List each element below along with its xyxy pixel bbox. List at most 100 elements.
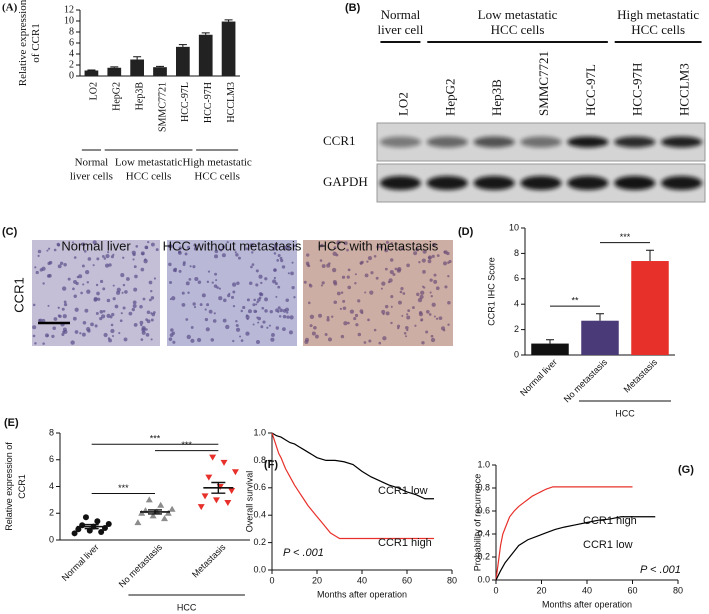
ihc-image bbox=[32, 240, 160, 346]
nucleus bbox=[235, 319, 238, 323]
bar bbox=[84, 70, 99, 76]
nucleus bbox=[96, 291, 100, 296]
nucleus bbox=[70, 340, 75, 345]
nucleus bbox=[95, 283, 99, 287]
nucleus bbox=[133, 287, 138, 292]
nucleus bbox=[273, 276, 277, 280]
y-tick-label: 8 bbox=[49, 427, 54, 437]
nucleus bbox=[428, 256, 431, 260]
nucleus bbox=[116, 290, 121, 295]
nucleus bbox=[231, 282, 237, 287]
nucleus bbox=[392, 272, 396, 277]
nucleus bbox=[56, 242, 60, 247]
x-axis-label: Months after operation bbox=[542, 599, 632, 609]
nucleus bbox=[397, 300, 402, 305]
nucleus bbox=[32, 303, 36, 307]
nucleus bbox=[289, 315, 294, 320]
nucleus bbox=[385, 240, 389, 244]
nucleus bbox=[188, 278, 192, 281]
nucleus bbox=[219, 248, 223, 252]
nucleus bbox=[189, 265, 192, 268]
nucleus bbox=[258, 292, 263, 296]
nucleus bbox=[433, 279, 438, 284]
nucleus bbox=[32, 334, 36, 338]
x-tick-label: 60 bbox=[402, 575, 412, 585]
nucleus bbox=[81, 264, 85, 268]
y-tick-label: 0.2 bbox=[477, 551, 490, 561]
nucleus bbox=[190, 326, 194, 329]
nucleus bbox=[399, 290, 403, 294]
nucleus bbox=[413, 251, 418, 256]
nucleus bbox=[240, 309, 243, 313]
nucleus bbox=[122, 306, 126, 310]
nucleus bbox=[327, 337, 333, 342]
nucleus bbox=[148, 280, 153, 285]
nucleus bbox=[187, 291, 190, 294]
nucleus bbox=[405, 325, 409, 330]
point bbox=[212, 497, 220, 504]
error-bar bbox=[133, 56, 142, 60]
nucleus bbox=[35, 270, 39, 275]
nucleus bbox=[80, 291, 83, 295]
nucleus bbox=[262, 320, 266, 324]
nucleus bbox=[215, 279, 218, 282]
nucleus bbox=[145, 333, 150, 337]
nucleus bbox=[234, 251, 237, 254]
blot-band bbox=[520, 136, 562, 148]
nucleus bbox=[273, 268, 277, 272]
nucleus bbox=[150, 296, 155, 300]
nucleus bbox=[429, 278, 433, 282]
nucleus bbox=[168, 262, 172, 267]
nucleus bbox=[342, 299, 346, 303]
nucleus bbox=[430, 337, 436, 343]
nucleus bbox=[42, 282, 45, 285]
nucleus bbox=[38, 318, 41, 322]
point bbox=[105, 520, 112, 527]
significance-label: *** bbox=[181, 440, 192, 450]
nucleus bbox=[341, 275, 346, 279]
nucleus bbox=[440, 326, 446, 331]
nucleus bbox=[285, 307, 290, 312]
nucleus bbox=[282, 327, 286, 332]
nucleus bbox=[216, 286, 219, 289]
x-axis-label: Months after operation bbox=[317, 589, 407, 599]
point bbox=[231, 469, 239, 476]
nucleus bbox=[121, 291, 124, 294]
nucleus bbox=[218, 296, 223, 301]
nucleus bbox=[106, 298, 111, 303]
nucleus bbox=[387, 280, 391, 284]
lane-label: HCCLM3 bbox=[677, 63, 692, 116]
nucleus bbox=[315, 334, 319, 339]
x-tick-label: SMMC7721 bbox=[157, 82, 168, 132]
nucleus bbox=[52, 326, 56, 331]
y-axis-label: CCR1 IHC Score bbox=[486, 257, 496, 326]
ihc-title: Normal liver bbox=[61, 238, 131, 253]
error-bar bbox=[596, 313, 604, 321]
nucleus bbox=[396, 324, 401, 328]
y-tick-label: 0.8 bbox=[477, 482, 490, 492]
y-tick-label: 6 bbox=[49, 454, 54, 464]
nucleus bbox=[406, 315, 411, 320]
nucleus bbox=[384, 304, 389, 309]
nucleus bbox=[193, 305, 197, 309]
panel-label: (G) bbox=[678, 464, 694, 476]
nucleus bbox=[279, 256, 283, 260]
nucleus bbox=[123, 337, 128, 342]
nucleus bbox=[286, 246, 289, 250]
nucleus bbox=[447, 274, 450, 278]
nucleus bbox=[110, 255, 114, 259]
lane-label: HCC-97L bbox=[583, 64, 598, 116]
nucleus bbox=[390, 321, 393, 325]
series-label: CCR1 high bbox=[583, 515, 637, 527]
nucleus bbox=[192, 265, 196, 269]
nucleus bbox=[245, 331, 250, 336]
nucleus bbox=[232, 305, 236, 308]
x-tick-label: HCCLM3 bbox=[226, 82, 237, 123]
blot-band bbox=[660, 136, 703, 148]
nucleus bbox=[213, 312, 216, 315]
nucleus bbox=[197, 280, 202, 285]
nucleus bbox=[308, 301, 311, 305]
nucleus bbox=[110, 328, 115, 334]
nucleus bbox=[134, 274, 138, 279]
nucleus bbox=[103, 332, 108, 338]
